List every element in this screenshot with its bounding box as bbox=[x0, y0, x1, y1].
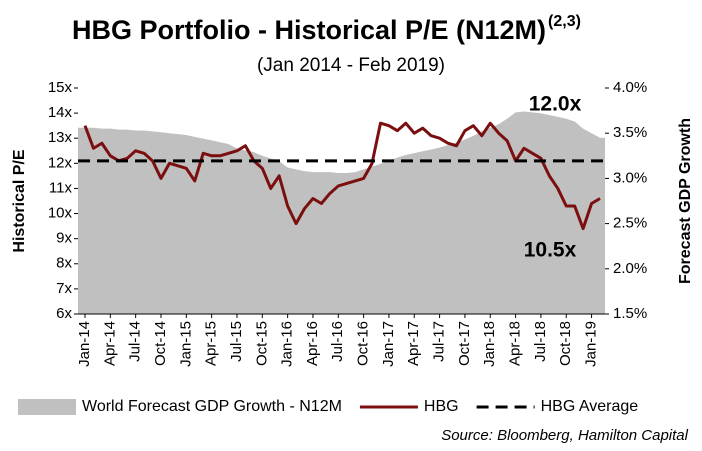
legend-label: World Forecast GDP Growth - N12M bbox=[82, 398, 342, 415]
x-tick-label: Oct-14 bbox=[152, 321, 169, 366]
x-tick-label: Apr-15 bbox=[203, 321, 220, 366]
x-tick-label: Apr-18 bbox=[507, 321, 524, 366]
x-tick-label: Jul-16 bbox=[329, 321, 346, 362]
legend-label: HBG bbox=[424, 398, 459, 415]
y2-tick-label: 4.0% bbox=[613, 79, 647, 96]
y-tick-label: 14x bbox=[48, 104, 73, 121]
y2-axis-label: Forecast GDP Growth bbox=[677, 118, 694, 284]
y-tick-label: 8x bbox=[56, 255, 72, 272]
x-tick-label: Jul-17 bbox=[431, 321, 448, 362]
x-tick-label: Apr-16 bbox=[304, 321, 321, 366]
x-tick-label: Oct-17 bbox=[456, 321, 473, 366]
x-tick-label: Jan-18 bbox=[481, 321, 498, 367]
chart-title: HBG Portfolio - Historical P/E (N12M) bbox=[72, 15, 546, 45]
x-tick-label: Jul-14 bbox=[127, 321, 144, 362]
x-tick-label: Jan-15 bbox=[177, 321, 194, 367]
source: Source: Bloomberg, Hamilton Capital bbox=[441, 427, 688, 444]
x-tick-label: Jul-18 bbox=[532, 321, 549, 362]
y-tick-label: 9x bbox=[56, 230, 72, 247]
title-superscript: (2,3) bbox=[548, 13, 581, 30]
line bbox=[83, 121, 601, 231]
y-tick-label: 12x bbox=[48, 154, 73, 171]
x-tick-label: Jan-17 bbox=[380, 321, 397, 367]
x-tick-label: Apr-14 bbox=[101, 321, 118, 366]
y2-tick-label: 2.5% bbox=[613, 215, 647, 232]
y2-tick-label: 3.5% bbox=[613, 124, 647, 141]
y2-tick-label: 1.5% bbox=[613, 305, 647, 322]
x-tick-label: Jan-16 bbox=[279, 321, 296, 367]
x-tick-label: Jan-19 bbox=[583, 321, 600, 367]
x-tick-label: Apr-17 bbox=[405, 321, 422, 366]
x-tick-label: Jan-14 bbox=[76, 321, 93, 367]
legend-label: HBG Average bbox=[541, 398, 639, 415]
chart-subtitle: (Jan 2014 - Feb 2019) bbox=[257, 55, 445, 76]
y-axis-label: Historical P/E bbox=[11, 149, 28, 252]
x-tick-label: Oct-16 bbox=[355, 321, 372, 366]
y2-tick-label: 3.0% bbox=[613, 169, 647, 186]
y-tick-label: 13x bbox=[48, 129, 73, 146]
x-tick-label: Oct-15 bbox=[253, 321, 270, 366]
area bbox=[78, 111, 605, 314]
annotation: 12.0x bbox=[529, 93, 582, 116]
y-tick-label: 11x bbox=[49, 179, 73, 196]
legend-swatch bbox=[18, 399, 76, 415]
x-tick-label: Jul-15 bbox=[228, 321, 245, 362]
y-tick-label: 15x bbox=[48, 79, 73, 96]
annotation: 10.5x bbox=[524, 239, 577, 262]
y-tick-label: 6x bbox=[56, 305, 72, 322]
y2-tick-label: 2.0% bbox=[613, 260, 647, 277]
x-tick-label: Oct-18 bbox=[557, 321, 574, 366]
y-tick-label: 10x bbox=[48, 205, 73, 222]
y-tick-label: 7x bbox=[56, 280, 72, 297]
